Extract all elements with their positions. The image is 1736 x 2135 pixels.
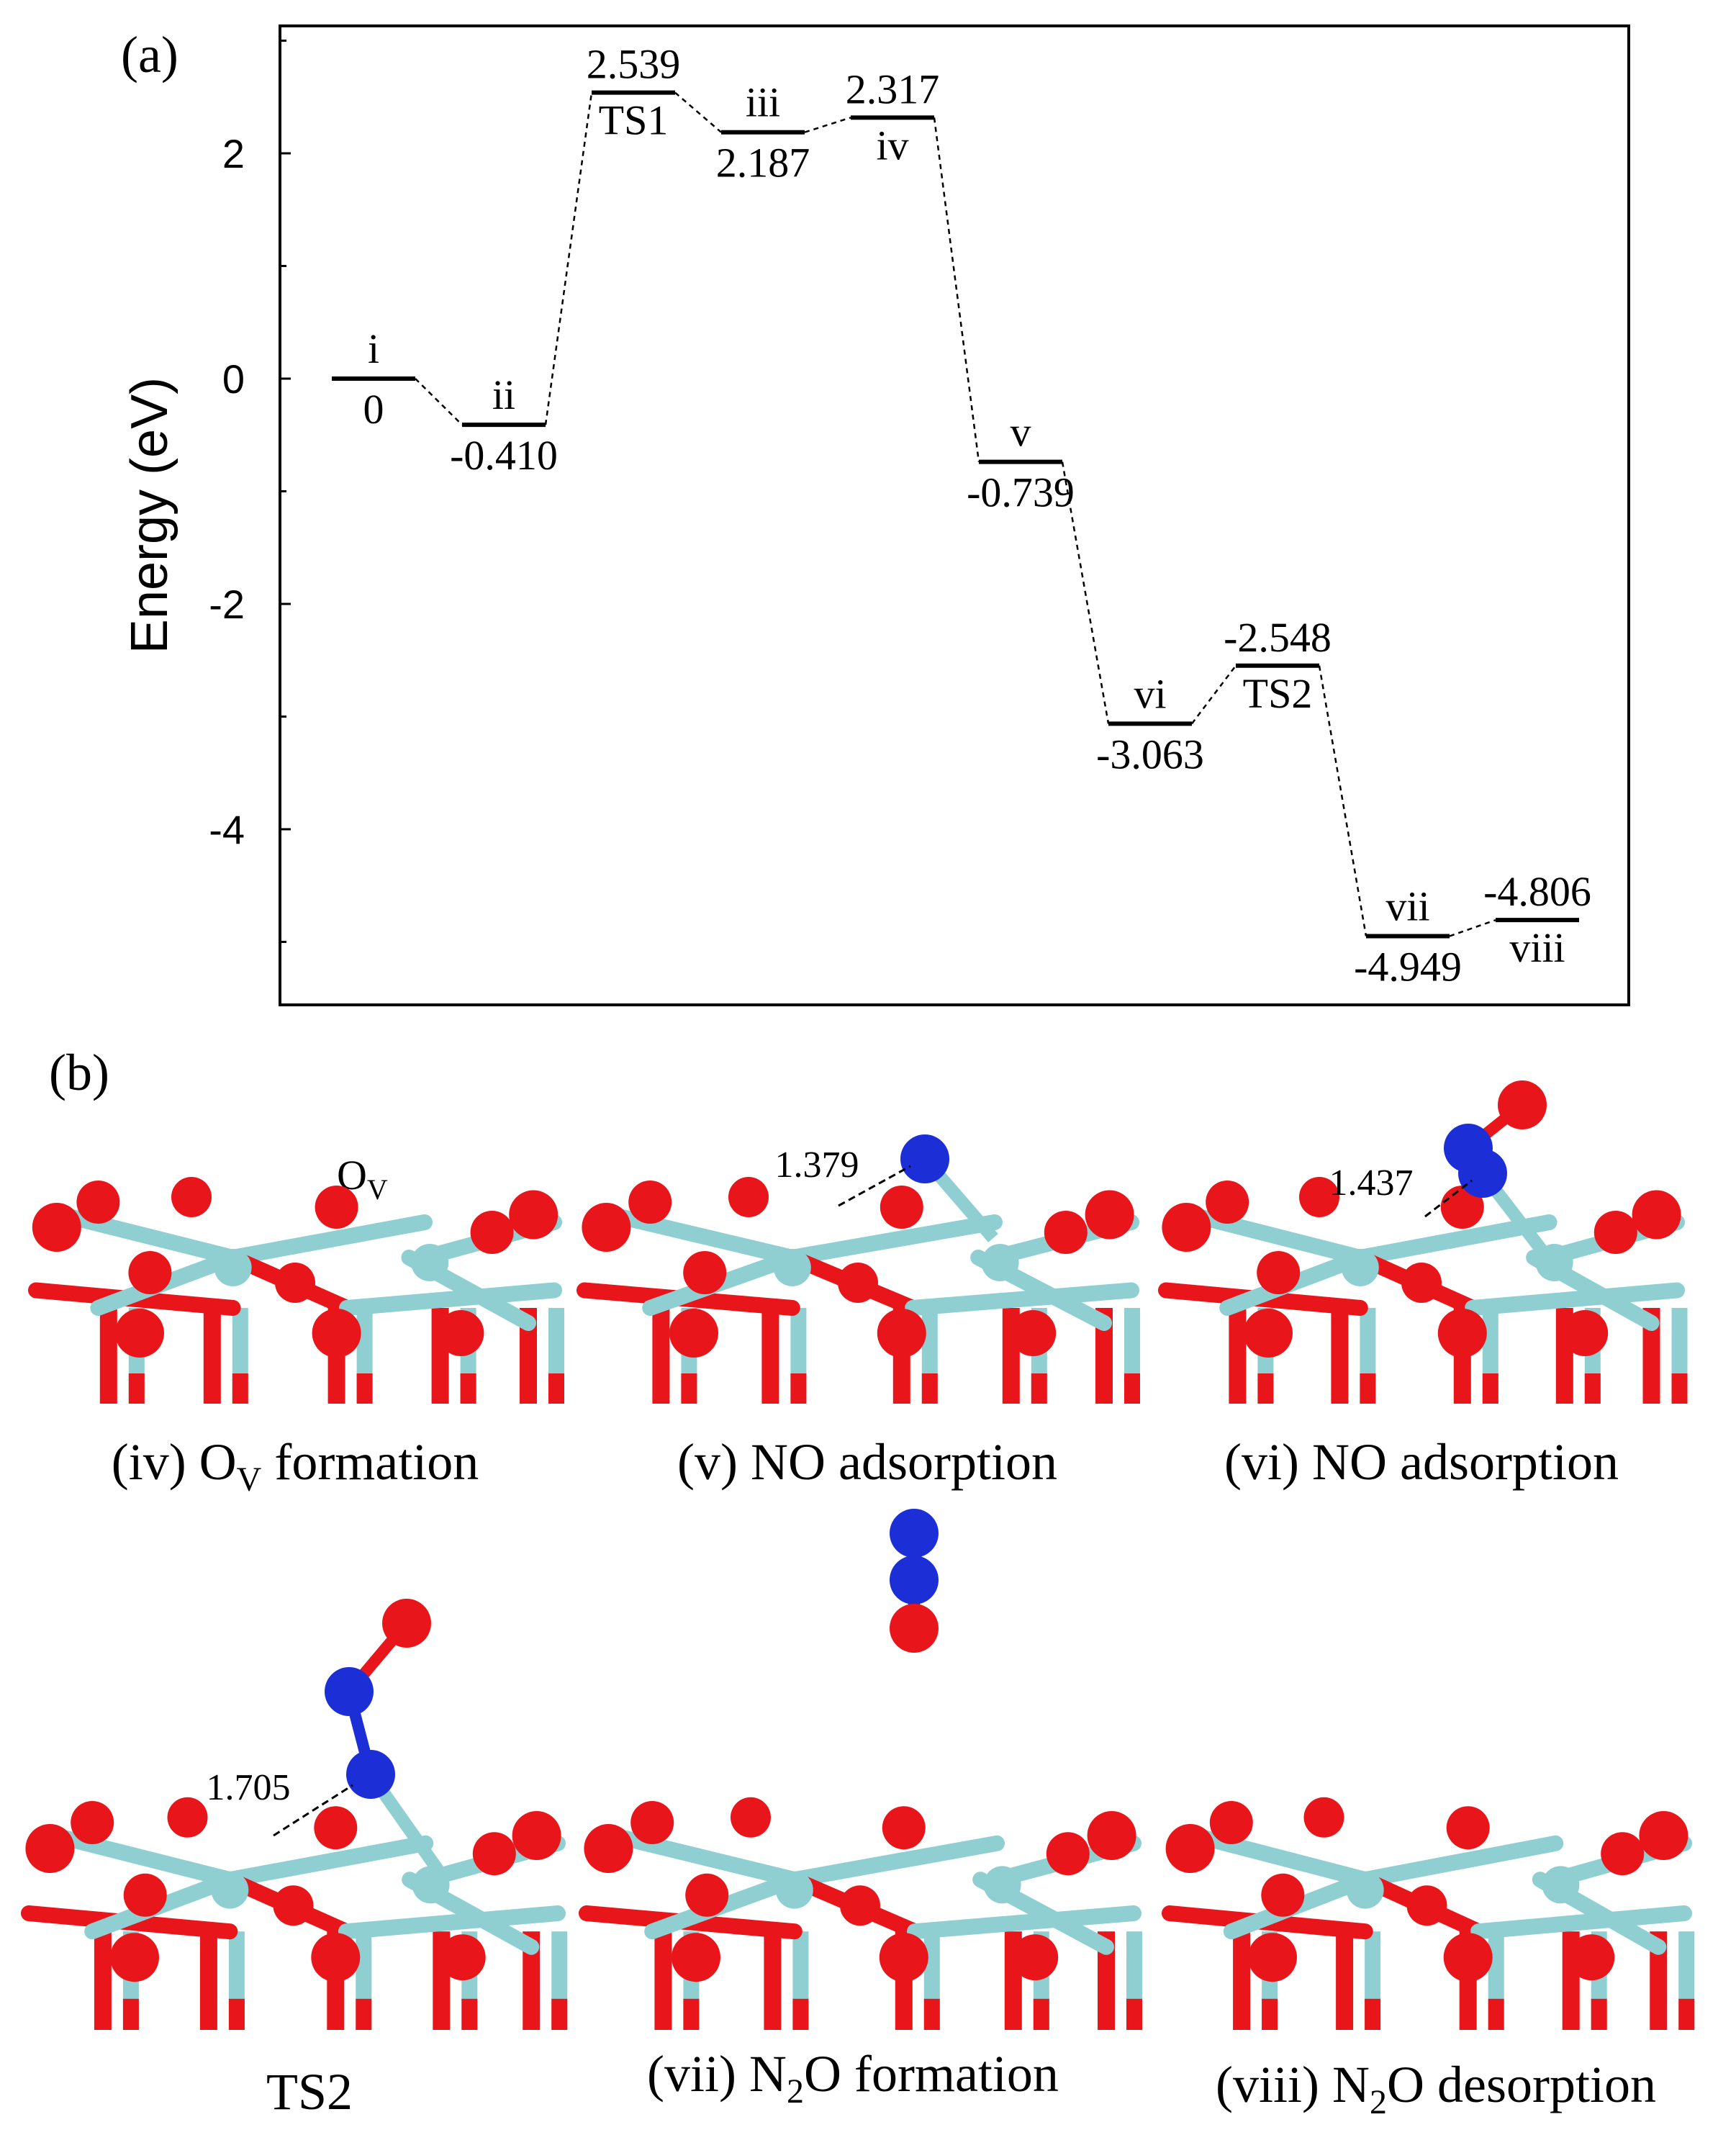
structure-TS2: 1.705 TS2 (21, 1599, 568, 2121)
energy-value-v: -0.739 (967, 469, 1075, 516)
state-label-i: i (368, 325, 379, 372)
energy-value-iv: 2.317 (846, 66, 940, 112)
structure-caption: (vii) N2O formation (647, 2045, 1059, 2111)
state-label-viii: viii (1509, 924, 1565, 971)
structure-caption: TS2 (266, 2063, 353, 2121)
energy-value-ii: -0.410 (450, 432, 558, 479)
panel-b-label: (b) (49, 1044, 109, 1101)
structure-vii: (vii) N2O formation (579, 1509, 1142, 2111)
connector-ii-TS1 (544, 92, 593, 425)
bond-length-label: 1.437 (1329, 1163, 1414, 1204)
connector-v-vi (1061, 461, 1110, 724)
y-axis-ticks: -4 -2 0 2 (209, 40, 291, 943)
bond-length-label: 1.705 (207, 1767, 291, 1808)
energy-value-vii: -4.949 (1354, 944, 1462, 990)
plot-frame (279, 24, 1630, 1006)
structure-caption: (v) NO adsorption (677, 1433, 1057, 1491)
connector-iv-v (933, 117, 980, 462)
structure-caption: (viii) N2O desorption (1216, 2056, 1656, 2121)
energy-value-vi: -3.063 (1096, 731, 1204, 777)
state-label-iv: iv (876, 122, 908, 168)
energy-value-viii: -4.806 (1483, 868, 1591, 915)
connector-vi-TS2 (1191, 665, 1237, 725)
state-label-vi: vi (1134, 670, 1166, 717)
connector-TS2-vii (1318, 665, 1367, 936)
state-label-TS2: TS2 (1243, 670, 1313, 717)
y-tick-label: -2 (209, 582, 245, 627)
y-tick-label: 0 (222, 356, 245, 402)
panel-a-label: (a) (121, 26, 178, 83)
structure-iv: (iv) OV formation (28, 1177, 564, 1499)
energy-value-i: 0 (363, 386, 384, 433)
structure-caption: (vi) NO adsorption (1224, 1433, 1619, 1491)
state-label-ii: ii (492, 371, 515, 418)
structure-vi: 1.437 (vi) NO adsorption (1158, 1080, 1688, 1491)
bond-length-label: 1.379 (775, 1145, 859, 1186)
state-label-TS1: TS1 (599, 97, 669, 144)
energy-value-TS2: -2.548 (1224, 614, 1332, 661)
y-tick-label: 2 (222, 131, 245, 176)
structure-viii: (viii) N2O desorption (1162, 1797, 1695, 2121)
connector-TS1-iii (674, 91, 722, 133)
structure-v: 1.379 (v) NO adsorption (577, 1134, 1140, 1491)
y-tick-label: -4 (209, 807, 245, 852)
energy-value-TS1: 2.539 (587, 41, 681, 88)
energy-value-iii: 2.187 (716, 140, 810, 186)
energy-levels: i 0 ii -0.410 TS1 2.539 iii 2.187 iv 2.317 v -0.739… (332, 41, 1591, 990)
state-label-iii: iii (746, 79, 780, 126)
state-label-v: v (1011, 409, 1031, 456)
state-label-vii: vii (1385, 883, 1429, 930)
connector-iii-iv (804, 117, 851, 133)
connector-lines (415, 91, 1496, 937)
energy-profile-panel: (a) Energy (eV) -4 -2 0 2 i 0 ii -0.410 TS1 2.53… (121, 24, 1630, 1006)
y-axis-label: Energy (eV) (121, 377, 178, 654)
structure-caption: (iv) OV formation (112, 1433, 479, 1499)
connector-vii-viii (1449, 918, 1496, 937)
connector-i-ii (415, 378, 463, 426)
